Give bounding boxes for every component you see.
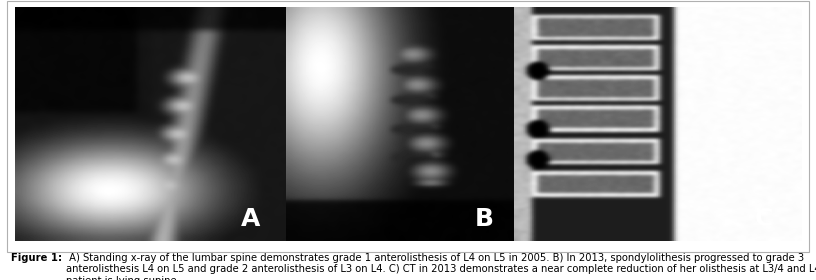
Text: A: A bbox=[241, 207, 260, 232]
Text: C: C bbox=[755, 207, 774, 232]
Bar bbox=[7, 1, 809, 252]
Text: Figure 1:: Figure 1: bbox=[11, 253, 66, 263]
Text: A) Standing x-ray of the lumbar spine demonstrates grade 1 anterolisthesis of L4: A) Standing x-ray of the lumbar spine de… bbox=[66, 253, 816, 280]
Text: B: B bbox=[475, 207, 494, 232]
